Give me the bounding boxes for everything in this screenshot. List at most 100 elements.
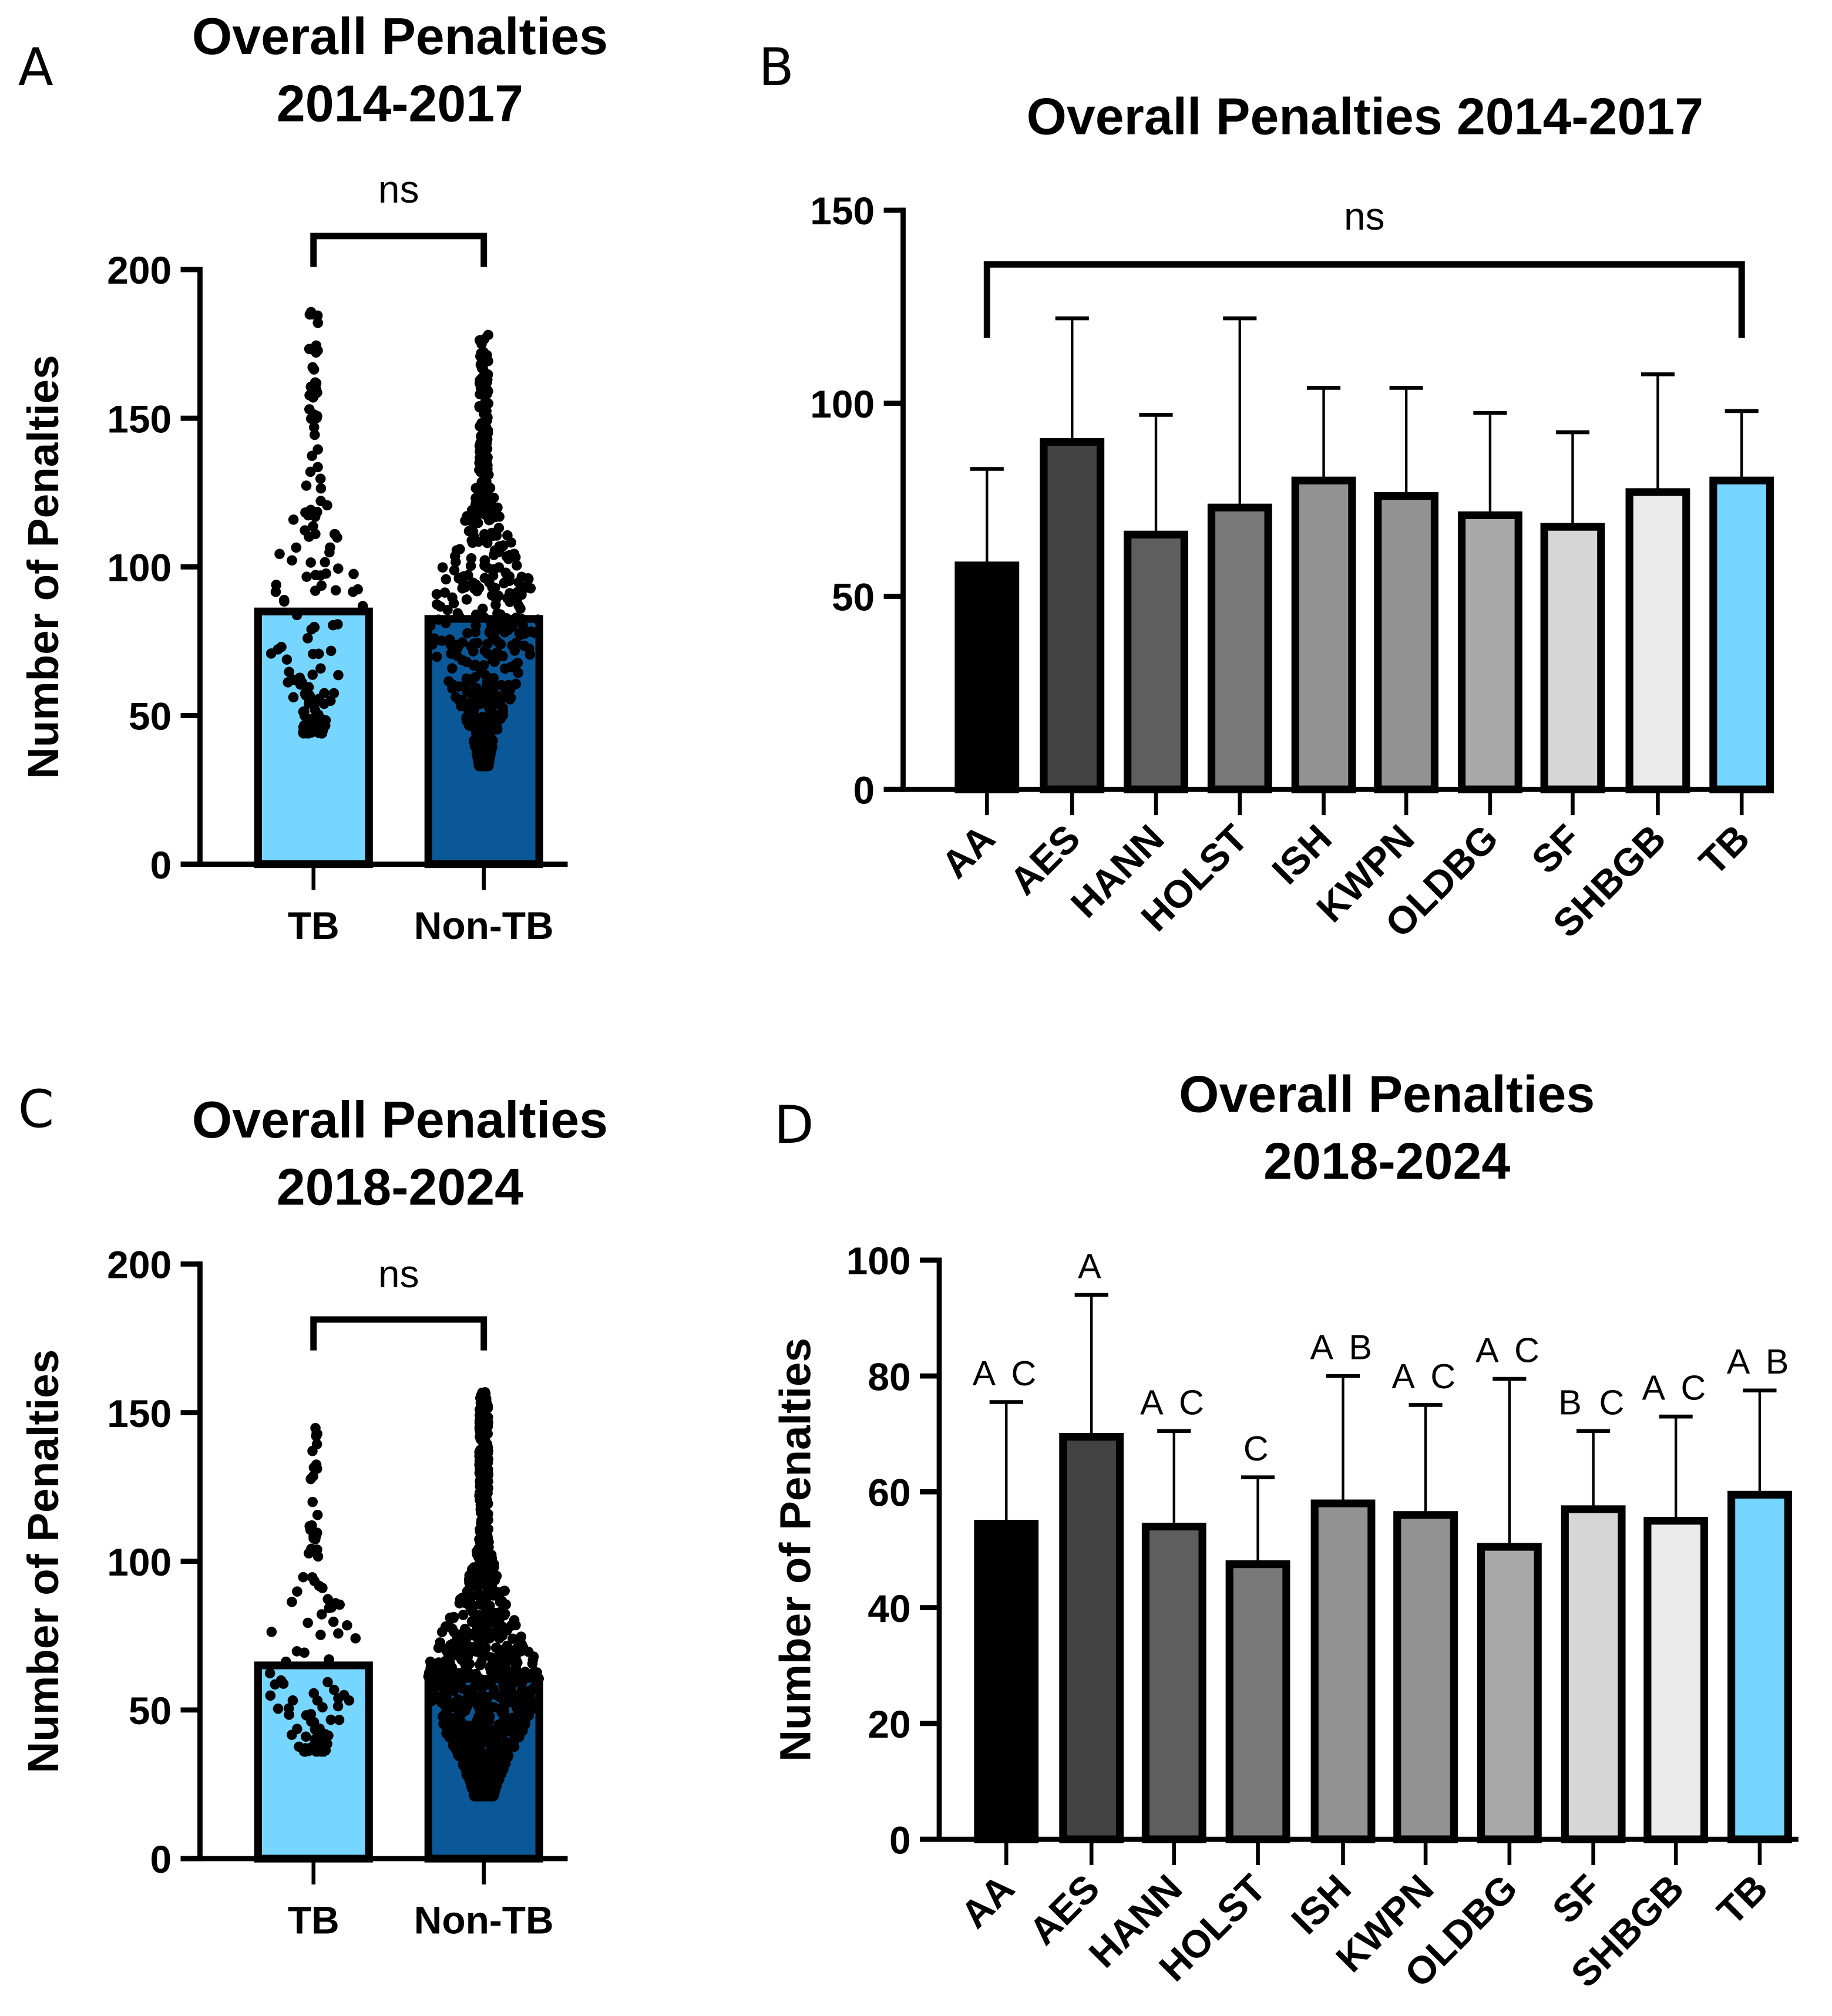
data-point	[474, 1725, 485, 1736]
data-point	[348, 568, 359, 580]
chart-title: Overall Penalties 2014-2017	[1027, 87, 1704, 145]
data-point	[265, 1690, 276, 1701]
data-point	[479, 1505, 490, 1516]
data-point	[462, 628, 473, 639]
data-point	[299, 1647, 310, 1658]
data-point	[518, 582, 529, 593]
data-point	[476, 1576, 487, 1587]
data-point	[301, 571, 312, 582]
data-point	[492, 697, 503, 708]
data-point	[504, 571, 515, 582]
data-point	[463, 1698, 474, 1709]
data-point	[510, 678, 522, 689]
data-point	[516, 571, 527, 583]
data-point	[474, 457, 485, 469]
data-point	[457, 697, 468, 708]
data-point	[465, 1602, 476, 1613]
data-point	[513, 667, 523, 678]
data-point	[465, 1721, 476, 1732]
data-point	[498, 690, 509, 701]
data-point	[509, 1712, 520, 1723]
y-tick-label: 100	[107, 1540, 172, 1584]
y-tick-label: 80	[868, 1355, 910, 1398]
data-point	[325, 1714, 337, 1725]
panel-C: C Overall Penalties 2018-2024 Number of Pen…	[18, 1079, 608, 1942]
data-point	[475, 720, 485, 731]
bar-OLDBG	[1457, 511, 1522, 793]
data-point	[266, 1627, 277, 1637]
data-point	[487, 1742, 498, 1754]
data-point	[348, 586, 358, 597]
data-point	[519, 628, 530, 639]
data-point	[488, 1654, 498, 1665]
significance-bracket	[983, 261, 1745, 338]
y-tick-label: 100	[107, 546, 172, 589]
significance-label: ns	[1344, 194, 1385, 238]
data-point	[322, 1677, 333, 1688]
data-point	[493, 547, 504, 557]
data-point	[287, 1695, 298, 1706]
significance-letters: A C	[1391, 1357, 1459, 1396]
bar-HOLST	[1207, 503, 1272, 793]
data-point	[470, 1743, 480, 1754]
data-point	[325, 542, 335, 553]
panel-D: D Overall Penalties 2018-2024 Number of Pen…	[770, 1065, 1799, 1995]
data-point	[479, 497, 489, 507]
data-point	[512, 595, 522, 606]
data-point	[332, 1701, 344, 1712]
data-point	[486, 1586, 497, 1596]
data-point	[302, 633, 313, 644]
data-point	[456, 1628, 468, 1640]
data-point	[311, 718, 322, 729]
data-point	[287, 555, 297, 566]
data-point	[476, 1405, 488, 1416]
data-point	[517, 1724, 527, 1735]
data-point	[287, 1597, 297, 1607]
data-point	[317, 1702, 328, 1713]
data-point	[319, 1743, 330, 1754]
x-tick-label: AA	[933, 816, 1003, 887]
data-point	[476, 1519, 487, 1530]
data-point	[274, 548, 285, 560]
x-tick-label: AA	[952, 1866, 1023, 1937]
data-point	[309, 1576, 320, 1587]
data-point	[504, 550, 515, 561]
data-point	[330, 1598, 341, 1608]
data-point	[305, 557, 316, 568]
data-point	[445, 1698, 456, 1708]
y-tick-label: 20	[868, 1702, 910, 1746]
data-point	[460, 581, 471, 593]
data-point	[525, 649, 536, 660]
data-point	[311, 384, 322, 395]
data-point	[472, 637, 483, 648]
data-point	[308, 521, 318, 531]
data-point	[334, 1714, 345, 1725]
data-point	[470, 1734, 481, 1744]
y-tick-label: 60	[868, 1471, 910, 1514]
data-point	[311, 1463, 322, 1474]
data-point	[533, 614, 543, 625]
data-point	[312, 1428, 322, 1439]
data-point	[449, 681, 459, 692]
data-point	[505, 588, 515, 599]
data-point	[307, 362, 318, 373]
data-point	[468, 517, 478, 529]
chart-title: Overall Penalties	[192, 7, 608, 65]
y-tick-label: 50	[832, 575, 875, 619]
data-point	[480, 1784, 491, 1795]
data-point	[479, 1647, 490, 1658]
data-point	[468, 1752, 479, 1763]
data-point	[470, 620, 481, 631]
data-point	[308, 409, 320, 420]
data-point	[479, 425, 490, 436]
y-tick-label: 0	[889, 1818, 911, 1862]
data-point	[430, 1677, 441, 1688]
data-point	[502, 1697, 512, 1708]
data-point	[270, 1679, 281, 1690]
bar-HANN	[1124, 530, 1188, 793]
x-tick-label: SF	[1523, 816, 1589, 882]
data-point	[462, 1685, 473, 1697]
significance-letters: A B	[1310, 1328, 1376, 1367]
significance-letters: C	[1243, 1429, 1272, 1468]
data-point	[443, 1650, 454, 1661]
